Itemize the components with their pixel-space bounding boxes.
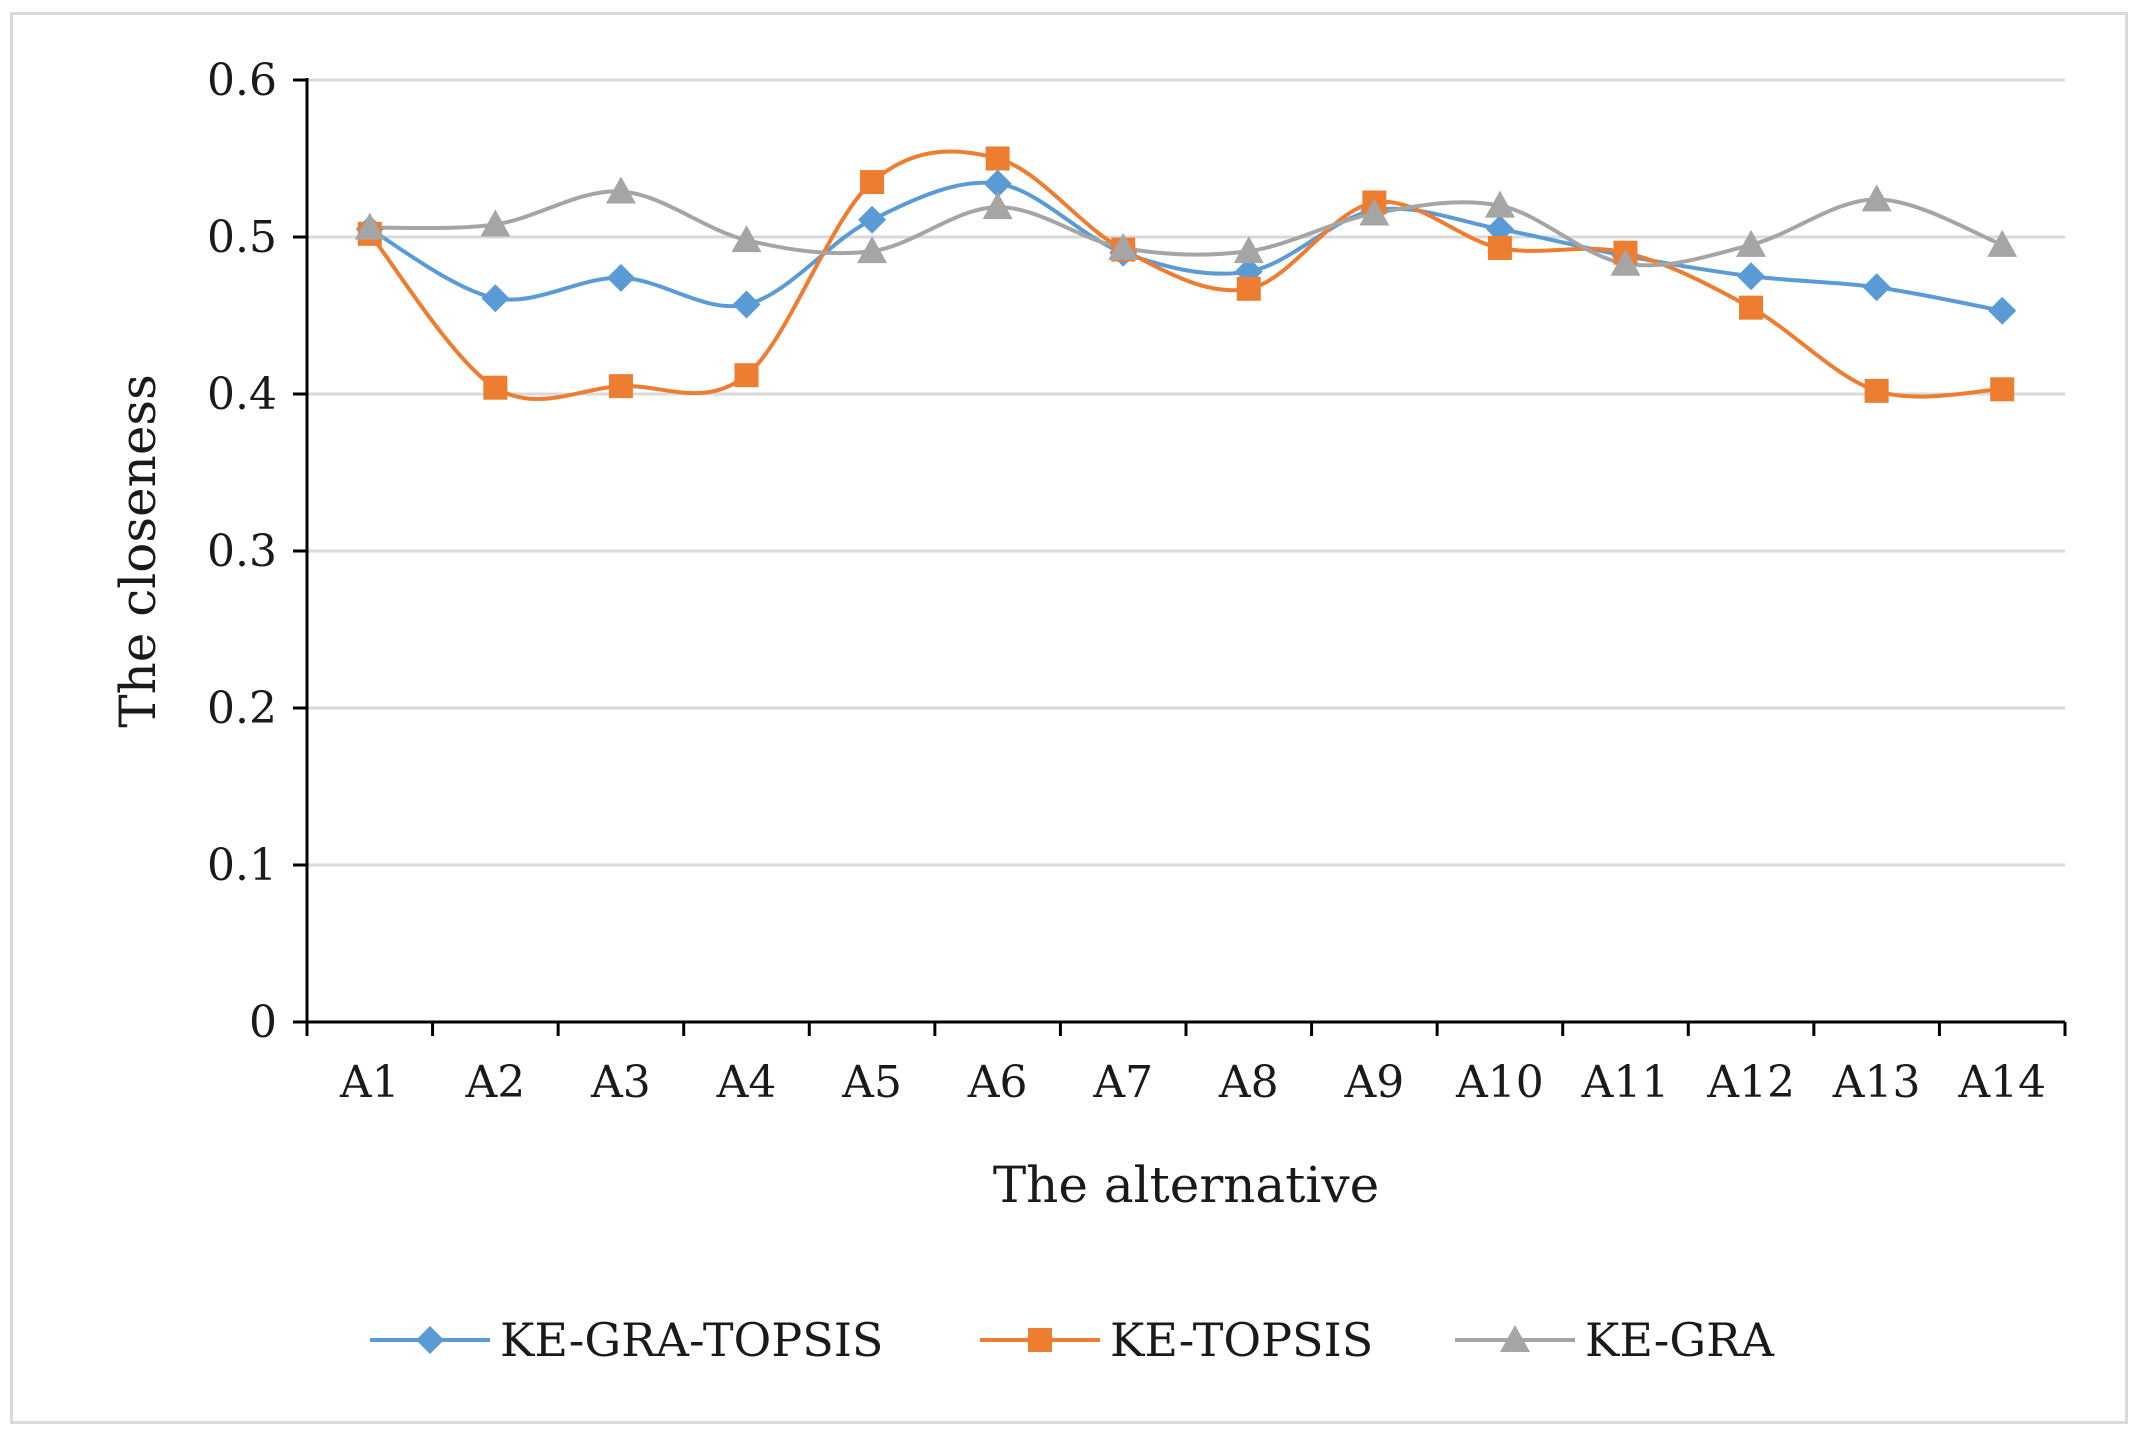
legend: KE-GRA-TOPSIS KE-TOPSIS KE-GRA — [370, 1313, 1775, 1367]
x-tick-label: A3 — [590, 1057, 651, 1108]
data-point-ke-gra — [1233, 236, 1264, 264]
data-point-ke-gra — [1987, 229, 2018, 257]
legend-label: KE-GRA-TOPSIS — [500, 1313, 883, 1367]
series-group — [354, 146, 2018, 403]
legend-label: KE-GRA — [1585, 1313, 1775, 1367]
chart-frame — [10, 12, 2128, 1424]
data-point-ke-gra — [1610, 248, 1641, 276]
x-tick-label: A13 — [1832, 1057, 1921, 1108]
x-tick-label: A7 — [1092, 1057, 1153, 1108]
y-tick-label: 0.2 — [207, 683, 277, 734]
y-tick-label: 0.4 — [207, 369, 277, 420]
legend-entry-ke-topsis: KE-TOPSIS — [980, 1313, 1373, 1367]
data-point-ke-topsis — [1487, 235, 1512, 260]
data-point-ke-gra — [731, 225, 762, 253]
x-tick-label: A10 — [1455, 1057, 1544, 1108]
y-tick-label: 0.6 — [207, 55, 277, 106]
legend-marker — [416, 1326, 444, 1354]
data-point-ke-gra — [982, 192, 1013, 220]
x-tick-label: A5 — [841, 1057, 902, 1108]
x-tick-label: A14 — [1957, 1057, 2046, 1108]
data-point-ke-gra-topsis — [1737, 262, 1766, 291]
y-tick-label: 0.3 — [207, 526, 277, 577]
x-tick-label: A8 — [1218, 1057, 1279, 1108]
legend-entry-ke-gra-topsis: KE-GRA-TOPSIS — [370, 1313, 883, 1367]
data-point-ke-gra — [1484, 190, 1515, 218]
data-point-ke-gra — [605, 176, 636, 204]
data-point-ke-gra-topsis — [858, 205, 887, 234]
data-point-ke-gra-topsis — [983, 169, 1012, 198]
legend-marker — [1500, 1325, 1530, 1352]
y-tick-label: 0.1 — [207, 840, 277, 891]
x-tick-label: A2 — [464, 1057, 525, 1108]
x-tick-label: A1 — [339, 1057, 400, 1108]
x-tick-label: A6 — [967, 1057, 1028, 1108]
legend-label: KE-TOPSIS — [1110, 1313, 1373, 1367]
data-point-ke-gra-topsis — [481, 284, 510, 313]
series-line-ke-gra — [369, 189, 2003, 268]
data-point-ke-topsis — [483, 375, 508, 400]
x-tick-label: A12 — [1706, 1057, 1795, 1108]
data-point-ke-gra-topsis — [606, 263, 635, 292]
x-tick-label: A9 — [1343, 1057, 1404, 1108]
data-point-ke-gra — [1359, 198, 1390, 226]
data-point-ke-topsis — [734, 363, 759, 388]
data-point-ke-gra — [1861, 184, 1892, 212]
data-point-ke-gra — [480, 209, 511, 237]
data-point-ke-topsis — [1236, 276, 1261, 301]
tick-labels: 0 0.1 0.2 0.3 0.4 0.5 0.6 A1 A2 A3 A4 A5 A6 A7 A8 A9 A10… — [207, 55, 2046, 1108]
data-point-ke-gra-topsis — [1862, 273, 1891, 302]
legend-marker — [1028, 1328, 1052, 1352]
grid-lines — [307, 78, 2065, 867]
x-tick-label: A11 — [1581, 1057, 1670, 1108]
data-point-ke-gra — [1108, 232, 1139, 260]
y-axis-title: The closeness — [109, 374, 167, 728]
data-point-ke-topsis — [860, 170, 885, 195]
data-point-ke-gra — [857, 236, 888, 264]
data-point-ke-gra — [354, 212, 385, 240]
data-point-ke-topsis — [1739, 295, 1764, 320]
data-point-ke-topsis — [985, 146, 1010, 171]
data-point-ke-topsis — [1864, 378, 1889, 403]
x-axis-title: The alternative — [993, 1156, 1379, 1214]
x-tick-label: A4 — [716, 1057, 777, 1108]
legend-entry-ke-gra: KE-GRA — [1455, 1313, 1775, 1367]
axes — [293, 78, 2067, 1036]
y-tick-label: 0 — [249, 997, 277, 1048]
y-tick-label: 0.5 — [207, 212, 277, 263]
data-point-ke-topsis — [1990, 377, 2015, 402]
data-point-ke-gra-topsis — [732, 290, 761, 319]
data-point-ke-gra-topsis — [1988, 296, 2017, 325]
data-point-ke-gra — [1736, 229, 1767, 257]
data-point-ke-topsis — [608, 374, 633, 399]
